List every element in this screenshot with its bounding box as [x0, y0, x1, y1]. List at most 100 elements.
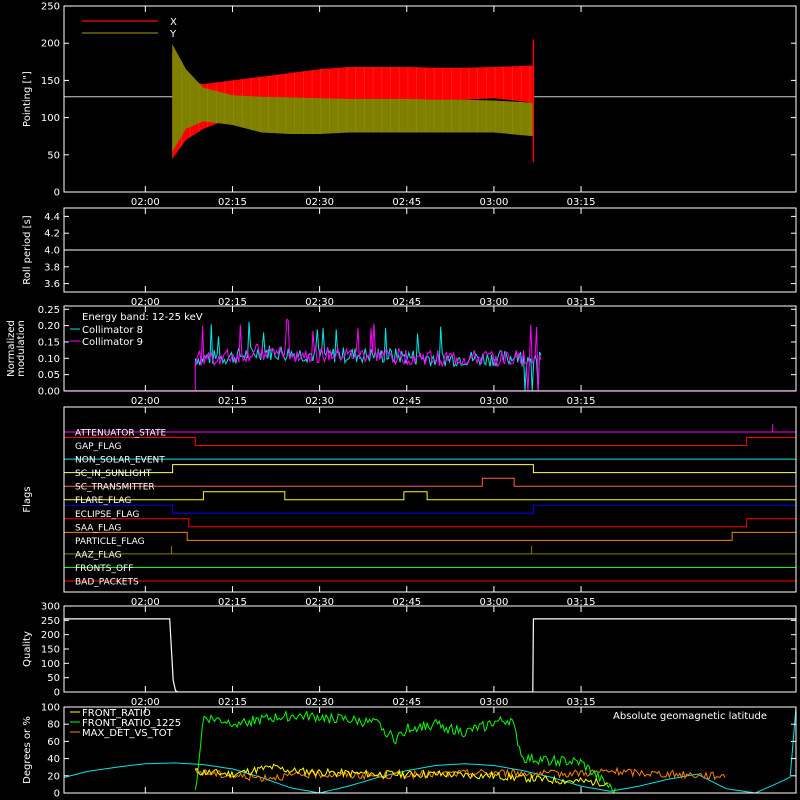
ratios-frame: [63, 706, 797, 794]
x-tick-label: 03:00: [479, 697, 508, 708]
x-tick-label: 02:00: [131, 297, 160, 308]
panel-pointing: 02:00 02:15 02:30 02:45 03:00 03:15 0 50 100 150 2…: [22, 2, 797, 208]
flag-label-sc-in-sunlight: SC_IN_SUNLIGHT: [75, 469, 152, 479]
y-tick-label: 250: [41, 2, 60, 13]
panel-quality: 02:00 02:15 02:30 02:45 03:00 03:15 0 50 100 150 2…: [22, 602, 797, 708]
y-tick-label: 0.10: [38, 354, 60, 365]
flag-line-eclipse-flag: [64, 504, 796, 514]
panel-modulation: 02:00 02:15 02:30 02:45 03:00 03:15 0.00 0.05 0.…: [6, 305, 797, 407]
ratio-series-front-ratio-1225: [194, 709, 616, 793]
modulation-frame: [63, 305, 797, 392]
y-tick-label: 3.8: [44, 262, 60, 273]
flag-label-particle-flag: PARTICLE_FLAG: [75, 537, 145, 547]
legend-label: Collimator 9: [82, 337, 143, 348]
flag-label-eclipse-flag: ECLIPSE_FLAG: [75, 510, 139, 520]
x-tick-label: 02:00: [131, 396, 160, 407]
flag-label-gap-flag: GAP_FLAG: [75, 442, 121, 452]
y-tick-label: 150: [41, 76, 60, 87]
x-tick-label: 03:00: [479, 396, 508, 407]
flag-line-sc-transmitter: [64, 477, 796, 487]
flag-label-attenuator-state: ATTENUATOR_STATE: [75, 429, 167, 439]
x-tick-label: 02:45: [392, 597, 421, 608]
ratio-series-max-det-vs-tot: [194, 766, 726, 782]
flag-line-sc-in-sunlight: [64, 464, 796, 474]
flag-line-gap-flag: [64, 437, 796, 446]
y-tick-label: 250: [41, 616, 60, 627]
quality-line: [64, 618, 796, 692]
x-tick-label: 03:00: [479, 297, 508, 308]
y-tick-label: 200: [41, 630, 60, 641]
x-tick-label: 03:15: [567, 697, 596, 708]
x-tick-label: 02:30: [305, 297, 334, 308]
x-tick-label: 03:15: [567, 197, 596, 208]
y-tick-label: 60: [47, 737, 60, 748]
legend-label: MAX_DET_VS_TOT: [82, 728, 174, 739]
legend-label: FRONT_RATIO_1225: [82, 718, 181, 729]
y-axis-label: Degrees or %: [22, 716, 33, 784]
flag-line-saa-flag: [64, 518, 796, 528]
x-tick-label: 02:15: [218, 197, 247, 208]
flag-label-bad-packets: BAD_PACKETS: [75, 578, 139, 588]
y-tick-label: 4.2: [44, 229, 60, 240]
y-tick-label: 100: [41, 659, 60, 670]
x-tick-label: 02:00: [131, 597, 160, 608]
pointing-band-x: [172, 54, 534, 159]
x-tick-label: 02:15: [218, 396, 247, 407]
x-tick-label: 03:00: [479, 597, 508, 608]
x-tick-label: 02:00: [131, 197, 160, 208]
legend-label: FRONT_RATIO: [82, 708, 151, 719]
y-tick-label: 0.25: [38, 305, 60, 316]
flag-label-saa-flag: SAA_FLAG: [75, 523, 121, 533]
ratios-legend: FRONT_RATIOFRONT_RATIO_1225MAX_DET_VS_TO…: [70, 708, 181, 739]
pointing-band-y: [172, 44, 534, 152]
x-tick-label: 02:00: [131, 697, 160, 708]
panel-roll-period: 02:00 02:15 02:30 02:45 03:00 03:15 3.6 3.8 4.0 4…: [22, 207, 797, 308]
y-tick-label: 40: [47, 754, 60, 765]
x-tick-label: 02:15: [218, 697, 247, 708]
x-tick-label: 02:45: [392, 697, 421, 708]
y-tick-label: 150: [41, 645, 60, 656]
flag-label-aaz-flag: AAZ_FLAG: [75, 550, 122, 560]
ratio-series-front-ratio: [194, 763, 609, 787]
x-tick-label: 02:45: [392, 197, 421, 208]
flag-line-particle-flag: [64, 531, 796, 541]
flag-label-sc-transmitter: SC_TRANSMITTER: [75, 483, 155, 493]
panel-flags: 02:00 02:15 02:30 02:45 03:00 03:15 Flags ATTEN…: [22, 406, 797, 608]
pointing-ripple: [172, 44, 531, 152]
y-axis-label: Flags: [22, 486, 33, 512]
legend-label-x: X: [170, 17, 177, 28]
flag-label-fronts-off: FRONTS_OFF: [75, 564, 133, 574]
x-tick-label: 03:00: [479, 197, 508, 208]
y-tick-label: 100: [41, 703, 60, 714]
x-tick-label: 03:15: [567, 396, 596, 407]
y-tick-label: 4.0: [44, 246, 60, 257]
y-tick-label: 20: [47, 771, 60, 782]
y-tick-label: 0: [54, 688, 60, 699]
y-tick-label: 50: [47, 150, 60, 161]
y-axis-label: Pointing ["]: [22, 71, 33, 127]
x-tick-label: 02:30: [305, 697, 334, 708]
x-tick-label: 02:30: [305, 197, 334, 208]
x-tick-label: 02:30: [305, 597, 334, 608]
modulation-legend: Energy band: 12-25 keV Collimator 8Collim…: [70, 312, 203, 348]
flags-frame: [63, 406, 797, 593]
x-tick-label: 02:15: [218, 297, 247, 308]
pointing-legend: XY: [82, 17, 177, 40]
y-tick-label: 4.4: [44, 212, 60, 223]
flag-label-non-solar-event: NON_SOLAR_EVENT: [75, 456, 165, 466]
ratios-data: [64, 707, 796, 793]
y-axis-label: Roll period [s]: [22, 215, 33, 284]
x-tick-label: 03:15: [567, 597, 596, 608]
pointing-data: [64, 39, 796, 163]
y-tick-label: 0.05: [38, 370, 60, 381]
x-tick-label: 02:45: [392, 297, 421, 308]
pointing-frame: [63, 5, 797, 193]
y-tick-label: 0.20: [38, 321, 60, 332]
y-tick-label: 100: [41, 113, 60, 124]
y-axis-label: Quality: [22, 631, 33, 667]
y-tick-label: 300: [41, 602, 60, 613]
y-tick-label: 50: [47, 673, 60, 684]
flag-label-flare-flag: FLARE_FLAG: [75, 496, 131, 506]
y-tick-label: 3.6: [44, 279, 60, 290]
